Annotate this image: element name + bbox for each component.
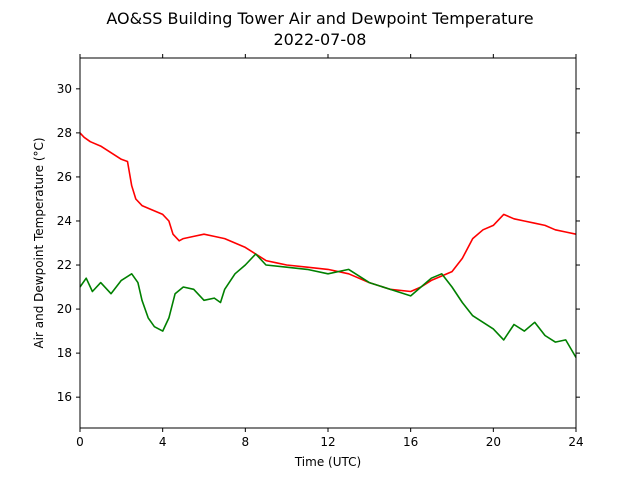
y-tick-label: 30 [57, 82, 72, 96]
plot-area [79, 132, 577, 358]
x-tick-label: 24 [568, 435, 583, 449]
y-tick-label: 22 [57, 258, 72, 272]
axes-frame [79, 57, 577, 429]
x-axis-label: Time (UTC) [294, 455, 361, 469]
y-axis-label: Air and Dewpoint Temperature (°C) [32, 137, 46, 348]
y-tick-label: 26 [57, 170, 72, 184]
y-tick-label: 16 [57, 390, 72, 404]
y-tick-label: 18 [57, 346, 72, 360]
x-axis: 0 4 8 12 16 20 24 [76, 54, 584, 449]
y-axis: 16 18 20 22 24 26 28 30 [57, 82, 580, 404]
x-tick-label: 0 [76, 435, 84, 449]
y-tick-label: 20 [57, 302, 72, 316]
series-line-2 [79, 253, 577, 358]
x-tick-label: 8 [242, 435, 250, 449]
y-tick-label: 28 [57, 126, 72, 140]
x-tick-label: 20 [486, 435, 501, 449]
y-tick-label: 24 [57, 214, 72, 228]
series-line-1 [79, 132, 577, 293]
x-tick-label: 4 [159, 435, 167, 449]
x-tick-label: 16 [403, 435, 418, 449]
chart-title: AO&SS Building Tower Air and Dewpoint Te… [106, 9, 533, 28]
chart-subtitle: 2022-07-08 [274, 30, 367, 49]
x-tick-label: 12 [320, 435, 335, 449]
